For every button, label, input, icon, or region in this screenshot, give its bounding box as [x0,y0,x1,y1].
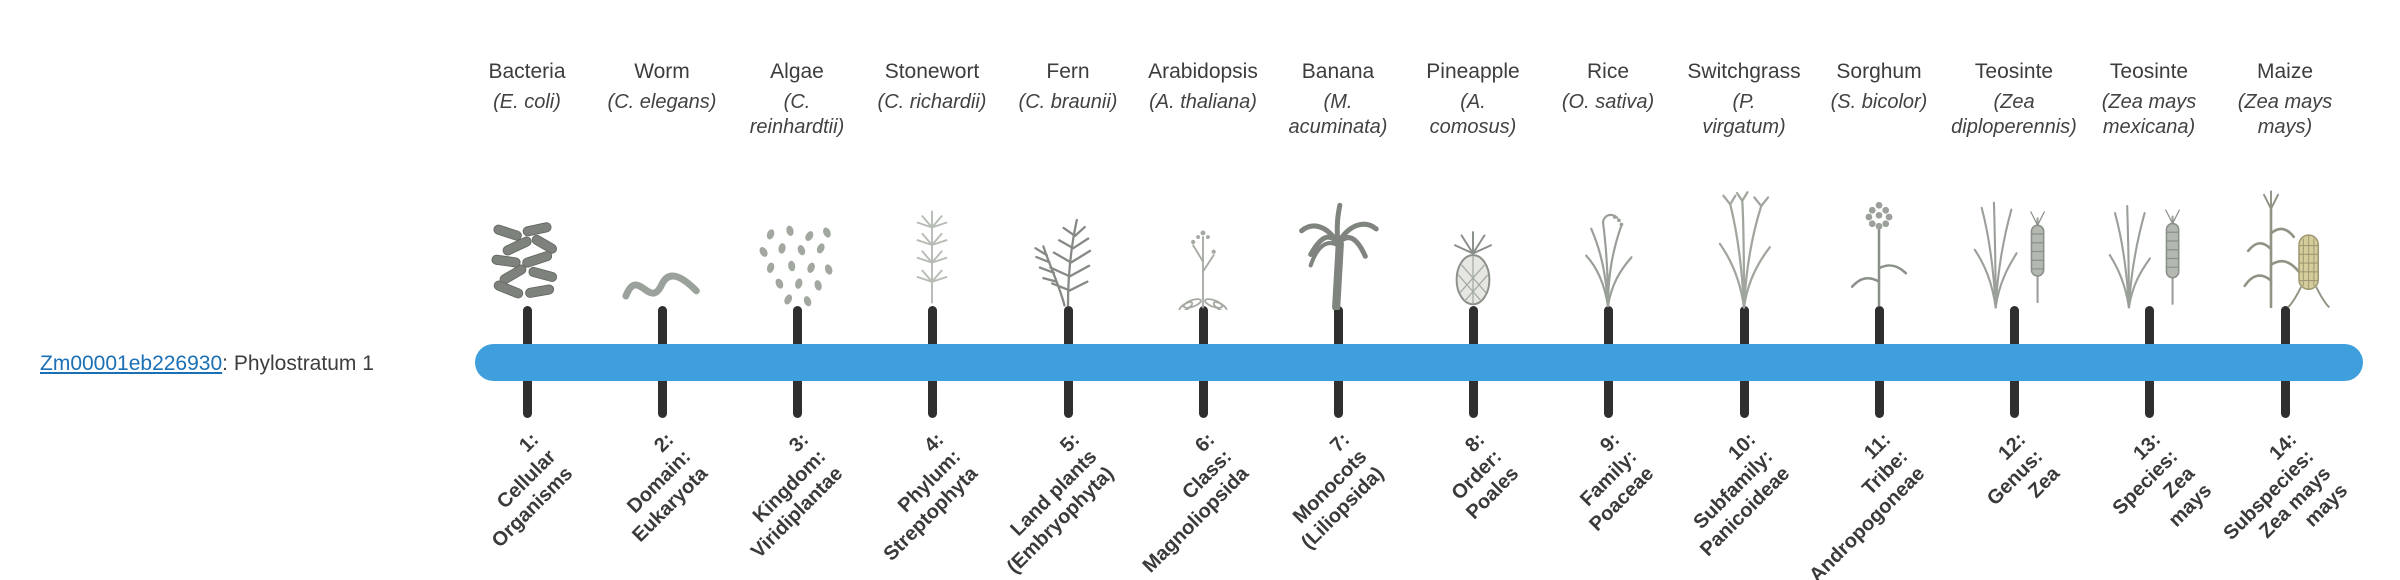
taxon-scientific-name: (C. elegans) [607,91,717,113]
taxon-scientific-name: (C. richardii) [877,91,987,113]
taxon-scientific-name: (E. coli) [493,91,561,113]
taxon-scientific-name: (O. sativa) [1561,91,1655,113]
taxon-column: Maize (Zea mays mays) [2205,60,2365,320]
taxon-common-name: Stonewort [884,60,980,83]
taxon-column: Banana (M. acuminata) [1258,60,1418,320]
taxon-common-name: Teosinte [2109,60,2189,83]
gene-link[interactable]: Zm00001eb226930 [40,352,223,375]
taxon-column: Teosinte (Zea mays mexicana) [2069,60,2229,320]
taxon-scientific-name: (A. thaliana) [1149,91,1257,113]
taxon-common-name: Fern [1046,60,1090,83]
taxon-common-name: Switchgrass [1687,60,1801,83]
taxon-column: Arabidopsis (A. thaliana) [1123,60,1283,320]
taxon-common-name: Sorghum [1836,60,1922,83]
banana-illustration [1258,152,1418,310]
taxon-scientific-name: (Zea diploperennis) [1951,91,2077,138]
taxon-common-name: Algae [770,60,824,83]
taxon-scientific-name: (Zea mays mexicana) [2101,91,2197,138]
stonewort-illustration [852,152,1012,310]
maize-illustration [2205,152,2365,310]
algae-illustration [717,152,877,310]
taxon-column: Stonewort (C. richardii) [852,60,1012,320]
taxon-column: Pineapple (A. comosus) [1393,60,1553,320]
taxon-scientific-name: (Zea mays mays) [2237,91,2333,138]
taxon-column: Switchgrass (P. virgatum) [1664,60,1824,320]
taxon-column: Rice (O. sativa) [1528,60,1688,320]
taxon-common-name: Worm [634,60,690,83]
gene-label: Zm00001eb226930: Phylostratum 1 [40,352,374,376]
switchgrass-illustration [1664,152,1824,310]
arabidopsis-illustration [1123,152,1283,310]
taxon-column: Fern (C. braunii) [988,60,1148,320]
teosinte-diploperennis-illustration [1934,152,2094,310]
taxon-scientific-name: (C. braunii) [1018,91,1118,113]
worm-illustration [582,152,742,310]
rice-illustration [1528,152,1688,310]
taxon-column: Algae (C. reinhardtii) [717,60,877,320]
teosinte-mexicana-illustration [2069,152,2229,310]
taxon-common-name: Maize [2256,60,2314,83]
taxon-common-name: Arabidopsis [1148,60,1258,83]
taxon-scientific-name: (A. comosus) [1429,91,1517,138]
taxon-scientific-name: (P. virgatum) [1702,91,1786,138]
taxon-column: Bacteria (E. coli) [447,60,607,320]
taxon-common-name: Rice [1586,60,1629,83]
phylostratum-text: : Phylostratum 1 [222,352,374,375]
timeline-bar [475,344,2363,381]
pineapple-illustration [1393,152,1553,310]
taxon-common-name: Teosinte [1974,60,2054,83]
taxon-column: Worm (C. elegans) [582,60,742,320]
taxon-scientific-name: (M. acuminata) [1288,91,1388,138]
taxon-common-name: Banana [1301,60,1375,83]
taxon-scientific-name: (S. bicolor) [1830,91,1928,113]
taxon-common-name: Pineapple [1426,60,1520,83]
taxon-column: Sorghum (S. bicolor) [1799,60,1959,320]
fern-illustration [988,152,1148,310]
taxon-scientific-name: (C. reinhardtii) [749,91,845,138]
bacteria-illustration [447,152,607,310]
sorghum-illustration [1799,152,1959,310]
taxon-common-name: Bacteria [488,60,566,83]
taxon-column: Teosinte (Zea diploperennis) [1934,60,2094,320]
